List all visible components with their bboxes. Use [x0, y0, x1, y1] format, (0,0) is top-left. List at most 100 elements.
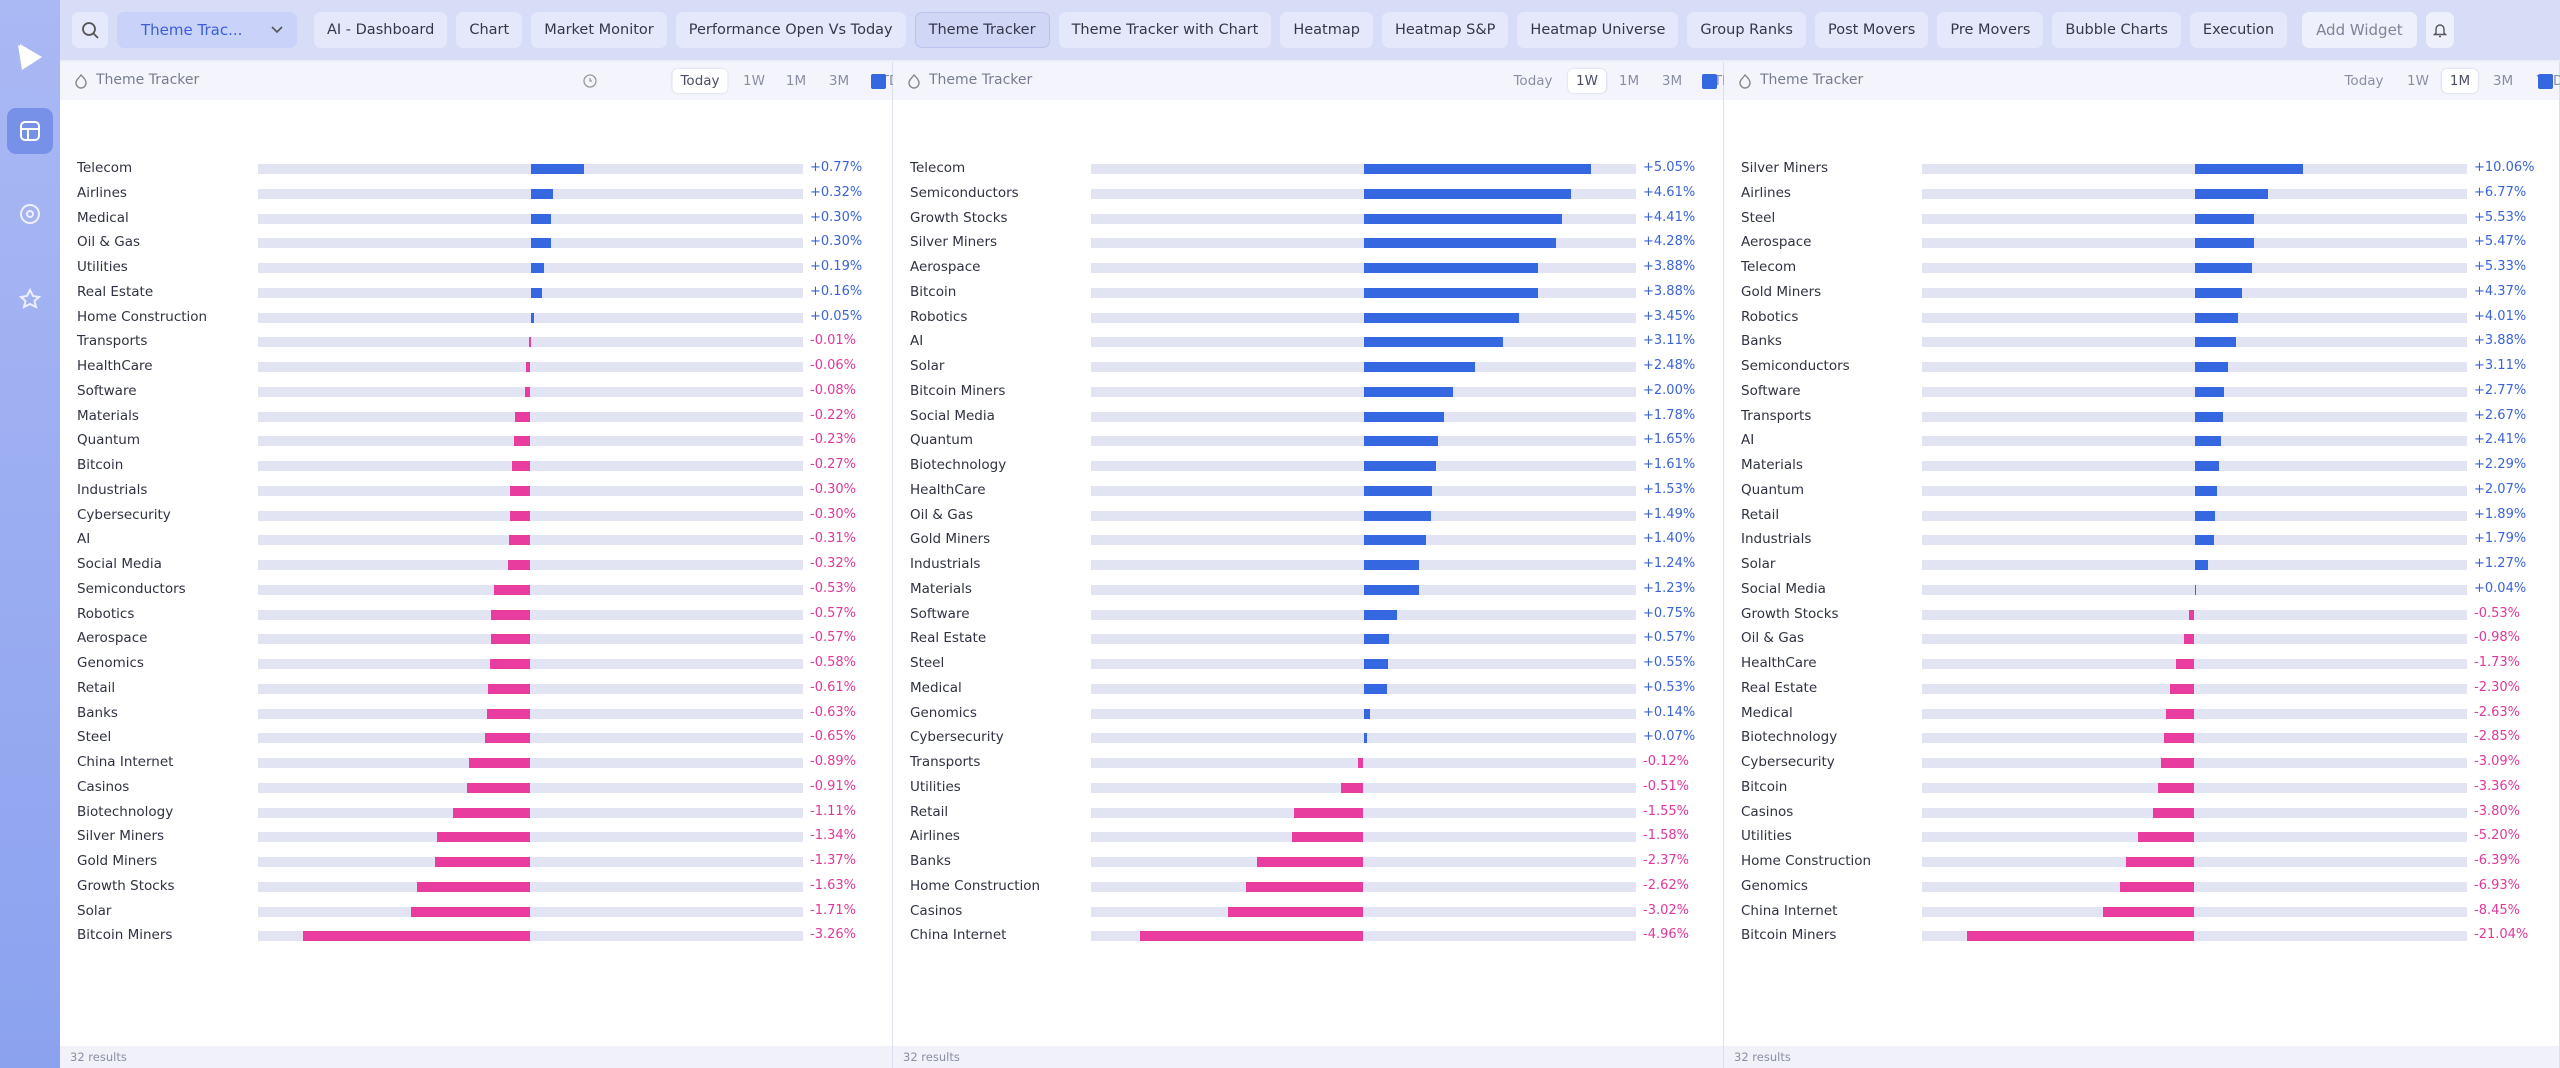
theme-name: Gold Miners: [910, 531, 991, 548]
tab[interactable]: AI - Dashboard: [314, 12, 448, 48]
value-label: -3.36%: [2474, 778, 2520, 794]
bar-track: [258, 461, 803, 471]
nav-radar[interactable]: [0, 184, 60, 244]
bar-track: [258, 634, 803, 645]
tab[interactable]: Theme Tracker with Chart: [1058, 12, 1272, 48]
bar: [530, 213, 552, 224]
theme-name: Gold Miners: [1741, 283, 1822, 300]
logo: [18, 44, 42, 70]
timeframe-button[interactable]: Today: [1513, 73, 1553, 89]
theme-name: Banks: [77, 704, 118, 721]
timeframe-button[interactable]: 1M: [2441, 69, 2479, 93]
bell-icon: [2432, 24, 2447, 38]
nav-active[interactable]: [7, 108, 53, 154]
bar: [2194, 386, 2225, 397]
tab[interactable]: Market Monitor: [531, 12, 667, 48]
bar-track: [1091, 832, 1636, 843]
bar-track: [258, 312, 803, 323]
add-widget[interactable]: Add Widget: [2302, 12, 2417, 48]
bar-track: [258, 436, 803, 447]
value-label: +0.14%: [1643, 704, 1696, 720]
timeframe-button[interactable]: 1W: [1568, 69, 1606, 93]
bar-track: [258, 560, 803, 570]
bar: [467, 782, 531, 793]
value-label: +4.41%: [1643, 209, 1696, 225]
bar-track: [1091, 362, 1636, 372]
timeframe-button[interactable]: 3M: [828, 73, 850, 89]
timeframe-button[interactable]: 3M: [2492, 73, 2514, 89]
tab[interactable]: Chart: [456, 12, 523, 48]
notifications[interactable]: [2425, 12, 2454, 48]
value-label: +4.01%: [2474, 308, 2527, 324]
value-label: -1.34%: [810, 828, 856, 844]
bar: [1363, 263, 1538, 273]
clock-icon[interactable]: [582, 73, 598, 89]
bar: [416, 881, 531, 892]
color-toggle[interactable]: [2538, 74, 2553, 89]
timeframe-button[interactable]: Today: [2344, 73, 2384, 89]
theme-name: Genomics: [1741, 877, 1808, 894]
value-label: +1.24%: [1643, 556, 1696, 571]
bar-track: [1922, 634, 2467, 645]
bar-track: [1922, 337, 2467, 348]
bar: [303, 931, 531, 942]
tab[interactable]: Pre Movers: [1937, 12, 2044, 48]
chevron: [271, 26, 283, 34]
tab[interactable]: Execution: [2189, 12, 2288, 48]
theme-name: Medical: [1741, 704, 1793, 721]
bar: [509, 510, 531, 521]
nav-dashboard[interactable]: [0, 101, 60, 161]
timeframe-button[interactable]: 1W: [2407, 73, 2429, 89]
theme-name: HealthCare: [77, 358, 153, 374]
value-label: +3.88%: [1643, 259, 1696, 274]
bar-track: [1922, 906, 2467, 917]
bar: [1363, 238, 1556, 249]
theme-name: Solar: [910, 358, 945, 374]
theme-name: Growth Stocks: [910, 209, 1008, 226]
bar-track: [1091, 461, 1636, 471]
tab[interactable]: Theme Tracker: [914, 12, 1050, 48]
bar: [488, 683, 531, 694]
timeframe-button[interactable]: 1M: [1618, 73, 1640, 89]
theme-name: China Internet: [1741, 902, 1838, 919]
search-button[interactable]: [72, 12, 108, 48]
value-label: +0.16%: [810, 283, 863, 299]
nav-favorites[interactable]: [0, 269, 60, 329]
bar-track: [258, 386, 803, 397]
bar: [530, 188, 553, 199]
bar-track: [258, 659, 803, 669]
timeframe-button[interactable]: 3M: [1661, 73, 1683, 89]
bar: [2194, 213, 2255, 224]
dropdown-label: Theme Trac...: [141, 21, 243, 39]
timeframe-button[interactable]: Today: [672, 69, 728, 93]
value-label: +1.65%: [1643, 432, 1696, 448]
tab[interactable]: Post Movers: [1814, 12, 1929, 48]
theme-name: Genomics: [910, 704, 977, 721]
tab[interactable]: Heatmap S&P: [1381, 12, 1509, 48]
tab[interactable]: Group Ranks: [1687, 12, 1806, 48]
bar-track: [1922, 857, 2467, 867]
bar-track: [1922, 584, 2467, 595]
layout-dropdown[interactable]: Theme Trac...: [117, 12, 297, 48]
bar: [2175, 659, 2195, 669]
bar-track: [1922, 832, 2467, 843]
theme-name: China Internet: [910, 927, 1007, 944]
theme-name: Biotechnology: [910, 457, 1007, 473]
timeframe-button[interactable]: 1W: [743, 73, 765, 89]
value-label: +5.53%: [2474, 209, 2527, 225]
tab[interactable]: Performance Open Vs Today: [675, 12, 906, 48]
timeframe-button[interactable]: 1M: [785, 73, 807, 89]
color-toggle[interactable]: [1702, 74, 1717, 89]
bar: [511, 461, 531, 471]
color-toggle[interactable]: [871, 74, 886, 89]
value-label: -2.85%: [2474, 729, 2520, 745]
panel-title: Theme Tracker: [929, 72, 1033, 88]
tab[interactable]: Bubble Charts: [2052, 12, 2181, 48]
bar-track: [1922, 807, 2467, 818]
bar-track: [258, 362, 803, 372]
bar-track: [1091, 857, 1636, 867]
tab[interactable]: Heatmap: [1280, 12, 1373, 48]
theme-name: Telecom: [77, 160, 133, 176]
bar-track: [258, 510, 803, 521]
tab[interactable]: Heatmap Universe: [1517, 12, 1679, 48]
